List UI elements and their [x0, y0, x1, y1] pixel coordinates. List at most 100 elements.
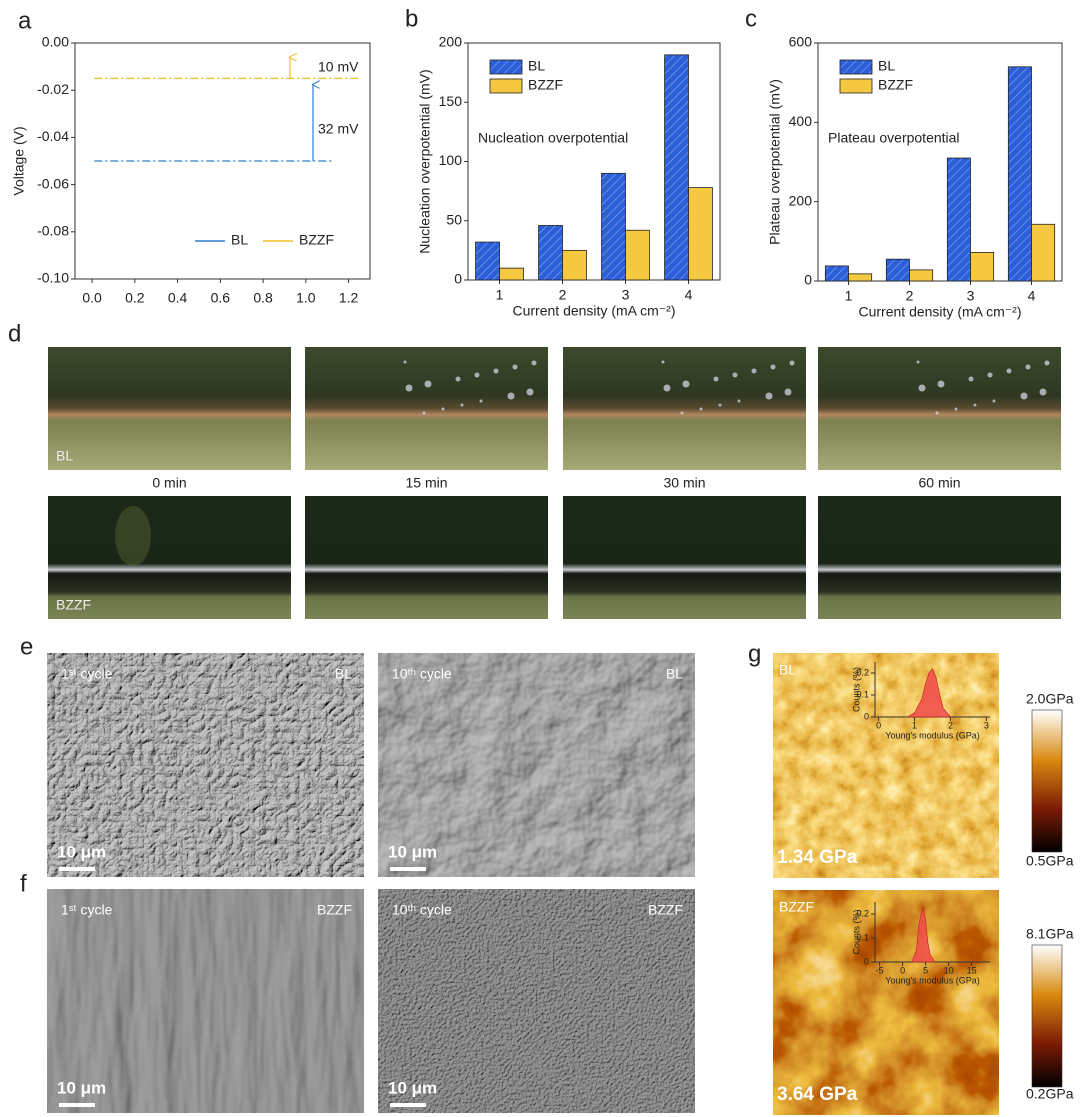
crystal	[789, 360, 795, 366]
x-tick-label: 2	[559, 287, 567, 303]
x-tick-label: 0.4	[168, 290, 188, 306]
x-tick-label: 3	[984, 720, 989, 730]
crystal	[531, 360, 537, 366]
sample-label: BL	[335, 666, 352, 682]
crystal	[682, 380, 690, 388]
afm-map	[773, 653, 999, 878]
crystal	[441, 407, 445, 411]
photo	[818, 347, 1061, 470]
crystal	[737, 399, 741, 403]
annotation: Plateau overpotential	[828, 130, 960, 146]
crystal	[403, 360, 407, 364]
x-tick-label: 1.0	[296, 290, 316, 306]
y-tick-label: 0.1	[856, 932, 869, 942]
crystal	[954, 407, 958, 411]
caption: 10ᵗʰ cycle	[392, 902, 452, 918]
sample-label: BZZF	[779, 899, 814, 915]
sample-label: BZZF	[648, 902, 683, 918]
x-tick-label: 5	[923, 965, 928, 975]
y-axis-label: Plateau overpotential (mV)	[767, 79, 783, 245]
y-tick-label: 0	[804, 272, 812, 288]
panel-label: c	[745, 5, 757, 32]
y-tick-label: -0.04	[37, 128, 69, 144]
x-tick-label: 1	[496, 287, 504, 303]
crystal	[479, 399, 483, 403]
crystal	[916, 360, 920, 364]
legend-swatch	[489, 59, 523, 75]
scale-label: 10 μm	[388, 842, 437, 861]
photo	[563, 347, 806, 470]
panel-label: f	[20, 870, 27, 897]
legend-label: BL	[528, 58, 545, 74]
crystal	[405, 384, 413, 392]
panel-label: b	[405, 5, 418, 32]
bar	[562, 249, 587, 281]
y-tick-label: 50	[446, 211, 462, 227]
crystal	[455, 376, 461, 382]
x-axis-label: Young's modulus (GPa)	[885, 730, 979, 740]
y-tick-label: 0	[864, 956, 869, 966]
time-label: 60 min	[918, 475, 960, 491]
afm-map	[773, 890, 999, 1115]
legend-label: BL	[878, 58, 895, 74]
bar	[1007, 66, 1032, 282]
row-label: BL	[56, 448, 73, 464]
glare	[115, 506, 151, 566]
colorbar	[1031, 944, 1063, 1088]
bar	[538, 225, 563, 281]
caption: 1ˢᵗ cycle	[61, 666, 113, 682]
crystal	[526, 388, 534, 396]
crystal	[784, 388, 792, 396]
crystal	[968, 376, 974, 382]
legend-swatch	[839, 59, 873, 75]
bar	[475, 241, 500, 281]
scale-label: 10 μm	[388, 1078, 437, 1097]
modulus-value: 1.34 GPa	[777, 847, 858, 868]
x-tick-label: 10	[944, 965, 954, 975]
time-label: 0 min	[152, 475, 186, 491]
y-axis-label: Nucleation overpotential (mV)	[417, 69, 433, 253]
panel-label: d	[8, 320, 21, 347]
legend-label: BZZF	[528, 77, 563, 93]
photo	[48, 347, 291, 470]
photo	[305, 496, 548, 619]
crystal	[474, 372, 480, 378]
sample-label: BL	[779, 662, 796, 678]
crystal	[713, 376, 719, 382]
legend-label: BZZF	[299, 232, 334, 248]
sem-image	[47, 889, 364, 1113]
sem-image	[378, 653, 695, 877]
crystal	[663, 384, 671, 392]
sample-label: BL	[666, 666, 683, 682]
crystal	[1025, 364, 1031, 370]
panel-label: g	[748, 640, 761, 667]
caption: 1ˢᵗ cycle	[61, 902, 113, 918]
y-tick-label: 0.2	[856, 667, 869, 677]
crystal	[1044, 360, 1050, 366]
plot-frame	[817, 42, 1063, 282]
y-tick-label: 0	[864, 711, 869, 721]
crystal	[493, 368, 499, 374]
photo	[818, 496, 1061, 619]
y-tick-label: 200	[789, 192, 813, 208]
bar	[601, 172, 626, 281]
bar	[946, 157, 971, 282]
legend-label: BL	[231, 232, 248, 248]
modulus-value: 3.64 GPa	[777, 1084, 858, 1105]
bar	[688, 187, 713, 281]
y-tick-label: 600	[789, 34, 813, 50]
scale-bar	[59, 1103, 95, 1107]
crystal	[661, 360, 665, 364]
annotation: Nucleation overpotential	[478, 130, 628, 146]
legend-label: BZZF	[878, 77, 913, 93]
y-tick-label: 0	[454, 271, 462, 287]
y-tick-label: -0.08	[37, 223, 69, 239]
crystal	[512, 364, 518, 370]
annotation: 32 mV	[318, 121, 359, 137]
y-tick-label: -0.02	[37, 81, 69, 97]
y-axis-label: Voltage (V)	[11, 126, 27, 195]
crystal	[424, 380, 432, 388]
plot-frame	[74, 42, 371, 280]
